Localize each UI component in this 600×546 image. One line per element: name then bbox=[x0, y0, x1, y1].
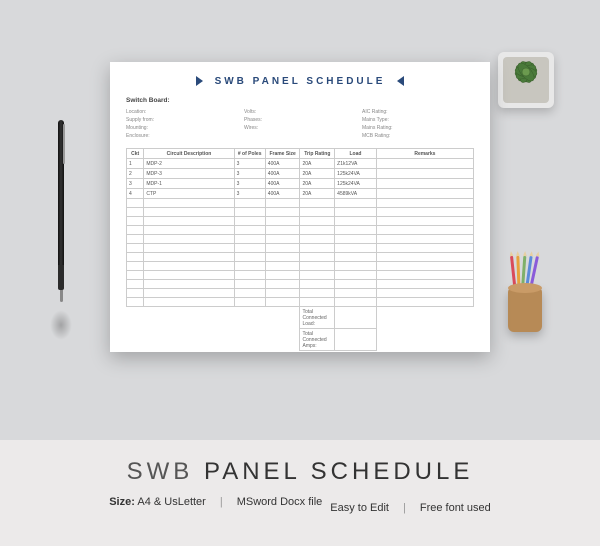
meta-field: Supply from: bbox=[126, 116, 238, 124]
succulent-prop bbox=[486, 40, 566, 120]
table-row bbox=[127, 289, 474, 298]
table-row: 4CTP3400A20A4589kVA bbox=[127, 189, 474, 199]
table-header: Ckt bbox=[127, 149, 144, 159]
meta-field: Mounting: bbox=[126, 124, 238, 132]
totals-row: Total Connected Amps: bbox=[127, 329, 474, 351]
promo-spec: Easy to Edit bbox=[330, 502, 389, 514]
pencil-cup-prop bbox=[500, 260, 550, 340]
chevron-right-icon bbox=[397, 76, 404, 86]
pen-prop bbox=[54, 120, 68, 320]
table-row bbox=[127, 235, 474, 244]
meta-field: Location: bbox=[126, 108, 238, 116]
meta-field: Enclosure: bbox=[126, 132, 238, 140]
document-title: SWB PANEL SCHEDULE bbox=[126, 76, 474, 87]
meta-field: Mains Type: bbox=[362, 116, 474, 124]
schedule-table: CktCircuit Description# of PolesFrame Si… bbox=[126, 148, 474, 351]
mockup-scene: SWB PANEL SCHEDULE Switch Board: Locatio… bbox=[0, 0, 600, 440]
table-row bbox=[127, 244, 474, 253]
promo-specs: Size: A4 & UsLetter|MSword Docx fileEasy… bbox=[0, 496, 600, 514]
promo-title: SWB PANEL SCHEDULE bbox=[0, 458, 600, 486]
table-row bbox=[127, 226, 474, 235]
meta-field: AIC Rating: bbox=[362, 108, 474, 116]
table-header: # of Poles bbox=[234, 149, 265, 159]
table-row bbox=[127, 271, 474, 280]
table-row bbox=[127, 199, 474, 208]
meta-field: Wires: bbox=[244, 124, 356, 132]
meta-field: MCB Rating: bbox=[362, 132, 474, 140]
panel-schedule-document: SWB PANEL SCHEDULE Switch Board: Locatio… bbox=[110, 62, 490, 352]
table-header: Remarks bbox=[376, 149, 473, 159]
meta-field: Mains Rating: bbox=[362, 124, 474, 132]
promo-footer: SWB PANEL SCHEDULE Size: A4 & UsLetter|M… bbox=[0, 440, 600, 546]
table-row bbox=[127, 298, 474, 307]
table-header: Trip Rating bbox=[300, 149, 335, 159]
table-header: Circuit Description bbox=[144, 149, 234, 159]
pen-shadow bbox=[50, 310, 72, 340]
meta-block: Location: Supply from: Mounting: Enclosu… bbox=[126, 108, 474, 140]
promo-spec: Free font used bbox=[420, 502, 491, 514]
promo-spec: MSword Docx file bbox=[237, 496, 323, 514]
meta-field: Phases: bbox=[244, 116, 356, 124]
totals-row: Total Connected Load: bbox=[127, 307, 474, 329]
table-row: 1MDP-23400A20AZ1k12VA bbox=[127, 159, 474, 169]
table-row: 2MDP-33400A20A125k24VA bbox=[127, 169, 474, 179]
table-row bbox=[127, 217, 474, 226]
meta-field: Volts: bbox=[244, 108, 356, 116]
table-header: Frame Size bbox=[265, 149, 300, 159]
title-text: SWB PANEL SCHEDULE bbox=[215, 76, 386, 87]
switch-board-label: Switch Board: bbox=[126, 97, 474, 104]
table-row bbox=[127, 208, 474, 217]
chevron-left-icon bbox=[196, 76, 203, 86]
table-row bbox=[127, 262, 474, 271]
promo-spec: Size: A4 & UsLetter bbox=[109, 496, 206, 514]
table-header: Load bbox=[335, 149, 377, 159]
table-row bbox=[127, 253, 474, 262]
table-row: 3MDP-13400A20A125k24VA bbox=[127, 179, 474, 189]
table-row bbox=[127, 280, 474, 289]
